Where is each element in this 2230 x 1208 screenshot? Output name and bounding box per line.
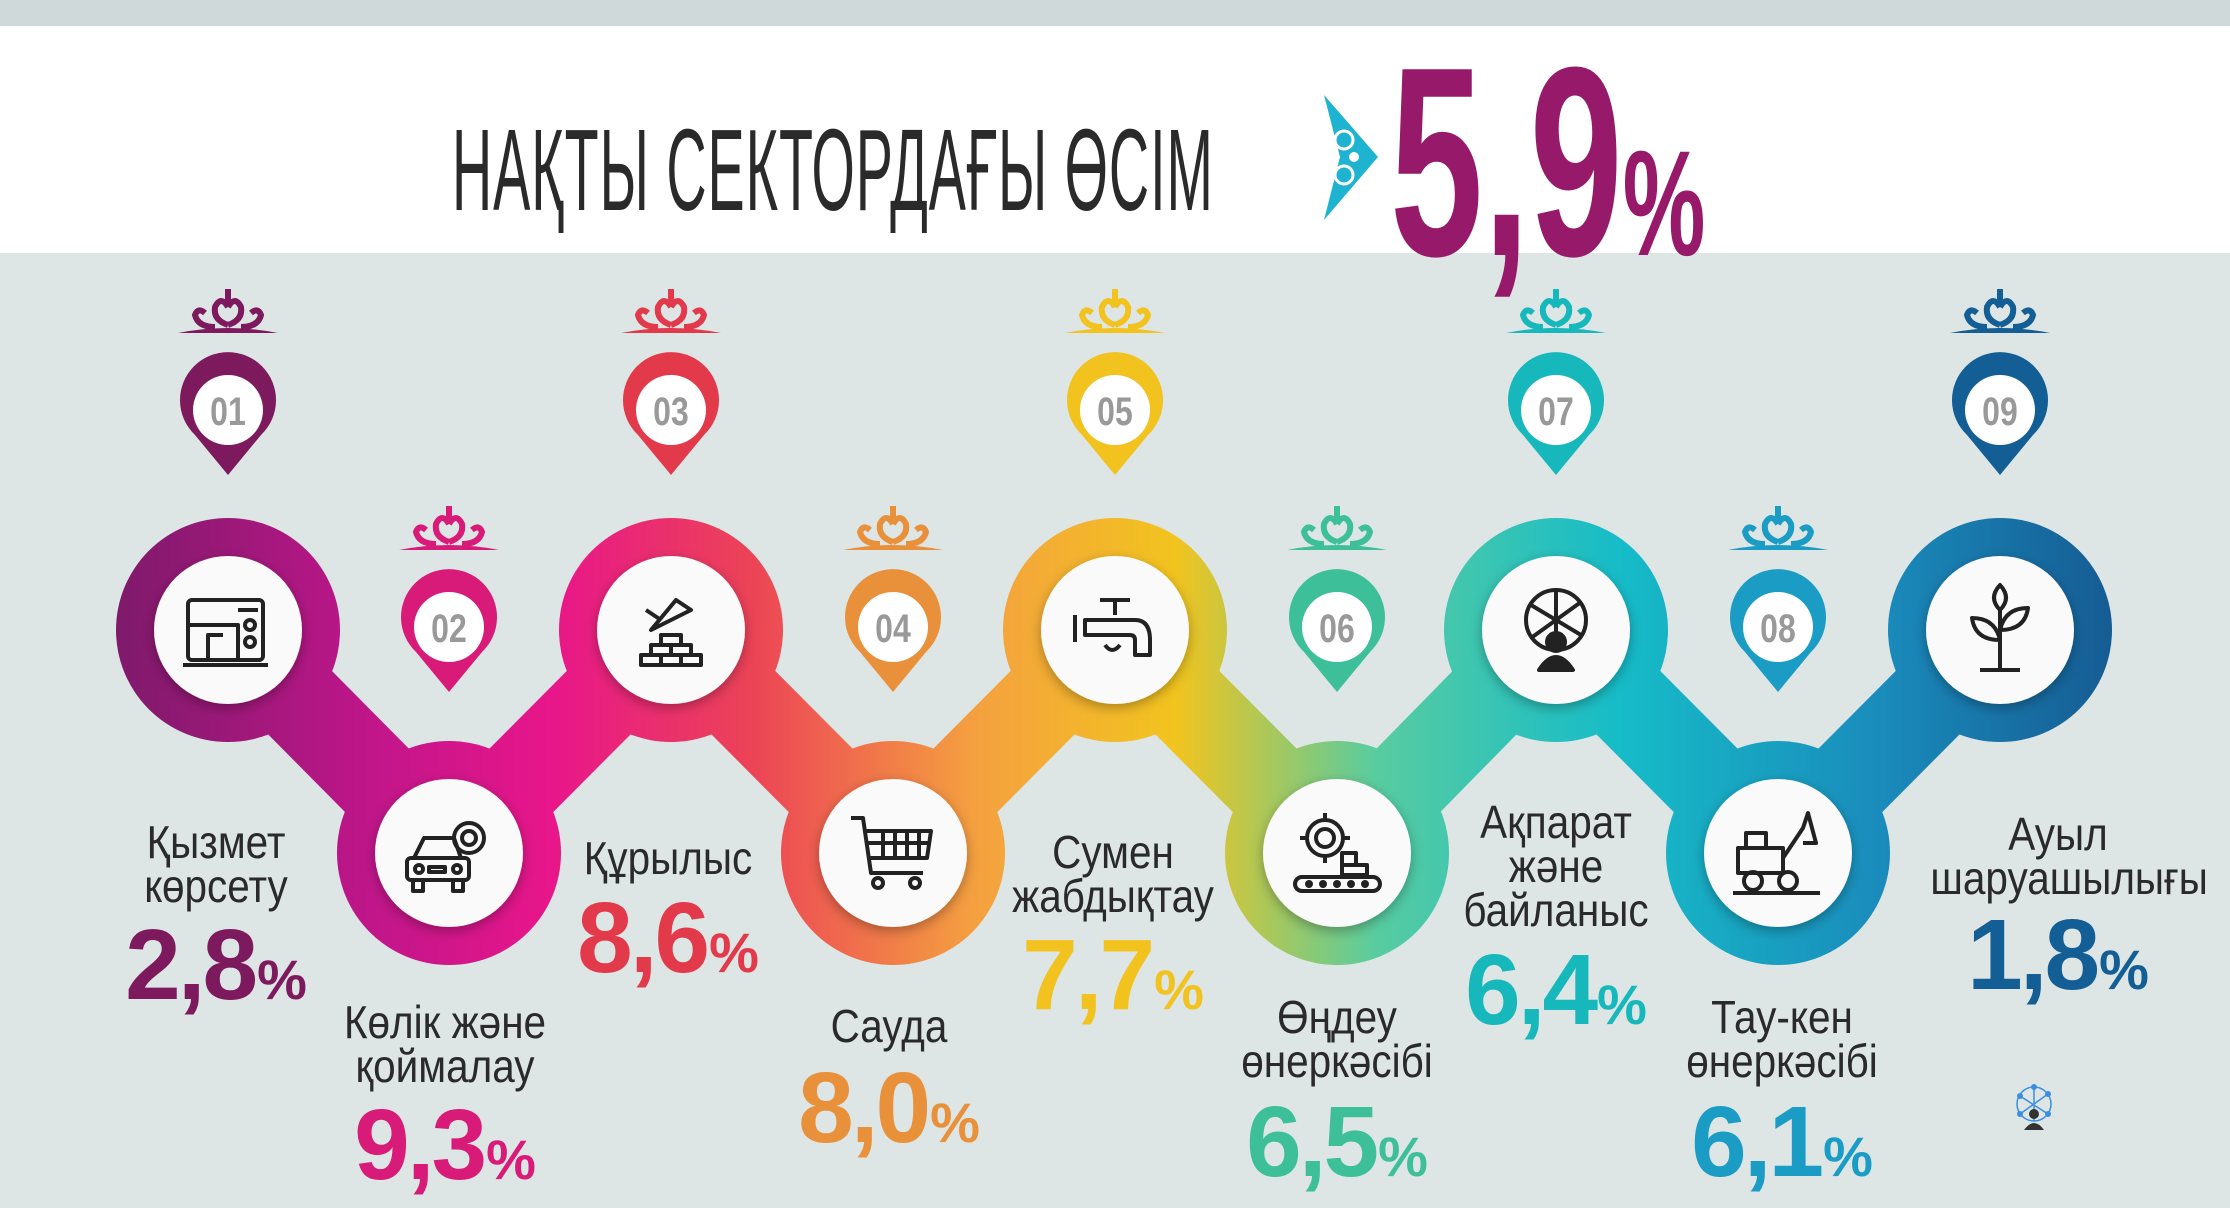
header [0,26,2230,253]
value-unit: % [486,1128,536,1191]
gear-conveyor-icon [1287,803,1387,903]
trowel-bricks-icon [621,580,721,680]
value-number: 1,8 [1967,899,2100,1011]
sector-growth-value: 9,3% [295,1095,595,1195]
sector-label: Қызмет көрсету [144,816,288,912]
sector-number: 01 [210,389,246,434]
sector-label: Құрылыс [583,832,753,884]
value-number: 8,0 [798,1052,931,1164]
sector-growth-value: 6,1% [1632,1092,1932,1192]
sector-growth-value: 7,7% [963,925,1263,1025]
sector-growth-value: 8,0% [739,1058,1039,1158]
sector-pin-08: 08 [1723,502,1833,702]
sector-pin-04: 04 [838,502,948,702]
value-unit: % [1154,958,1204,1021]
sector-label: Сауда [830,1000,948,1052]
value-number: 6,1 [1691,1086,1824,1198]
icon-circle [597,556,745,704]
sector-growth-value: 1,8% [1908,905,2208,1005]
ornament-crown-icon [1728,506,1828,550]
sector-number: 02 [431,606,467,651]
sector-label: Сумен жабдықтау [1012,826,1214,922]
sector-pin-01: 01 [173,285,283,485]
sector-growth-value: 2,8% [66,915,366,1015]
ornament-crown-icon [399,506,499,550]
sector-number: 03 [653,389,689,434]
sector-pin-09: 09 [1945,285,2055,485]
icon-circle [1041,556,1189,704]
sector-growth-value: 8,6% [518,888,818,988]
network-person-icon [1506,580,1606,680]
value-unit: % [930,1091,980,1154]
sector-label: Тау-кен өнеркәсібі [1686,991,1878,1087]
value-unit: % [2099,938,2149,1001]
value-unit: % [709,921,759,984]
sector-label: Өңдеу өнеркәсібі [1241,991,1433,1087]
sewing-machine-icon [178,580,278,680]
value-number: 2,8 [125,909,258,1021]
ornament-crown-icon [1506,289,1606,333]
sector-growth-value: 6,5% [1187,1092,1487,1192]
value-number: 6,4 [1465,934,1598,1046]
sector-pin-03: 03 [616,285,726,485]
shopping-cart-icon [843,803,943,903]
sector-pin-06: 06 [1282,502,1392,702]
value-unit: % [1823,1125,1873,1188]
car-gear-icon [399,803,499,903]
value-number: 7,7 [1022,919,1155,1031]
sector-number: 09 [1982,389,2018,434]
sector-label: Ауыл шаруашылығы [1930,808,2208,904]
icon-circle [1704,779,1852,927]
sector-number: 06 [1319,606,1355,651]
sector-number: 04 [875,606,911,651]
total-growth-value: 5,9% [1390,12,1706,313]
water-tap-icon [1065,580,1165,680]
sector-label: Көлік және қоймалау [343,996,547,1092]
value-number: 9,3 [354,1089,487,1201]
sector-number: 07 [1538,389,1574,434]
sector-label: Ақпарат және байланыс [1463,796,1649,936]
ornament-crown-icon [1287,506,1387,550]
ornament-crown-icon [178,289,278,333]
ornament-crown-icon [843,506,943,550]
sector-pin-02: 02 [394,502,504,702]
ornament-crown-icon [621,289,721,333]
ornament-crown-icon [1065,289,1165,333]
value-unit: % [1597,973,1647,1036]
sector-pin-07: 07 [1501,285,1611,485]
ornament-arrow-icon [1324,95,1378,220]
value-number: 8,6 [577,882,710,994]
value-unit: % [257,948,307,1011]
value-number: 6,5 [1246,1086,1379,1198]
top-band [0,0,2230,26]
value-unit: % [1378,1125,1428,1188]
ornament-crown-icon [1950,289,2050,333]
excavator-icon [1728,803,1828,903]
network-person-small-icon [2016,1084,2052,1130]
sector-number: 05 [1097,389,1133,434]
page-title: НАҚТЫ СЕКТОРДАҒЫ ӨСІМ [452,105,1214,235]
sector-pin-05: 05 [1060,285,1170,485]
sector-number: 08 [1760,606,1796,651]
sector-growth-value: 6,4% [1406,940,1706,1040]
plant-icon [1950,580,2050,680]
